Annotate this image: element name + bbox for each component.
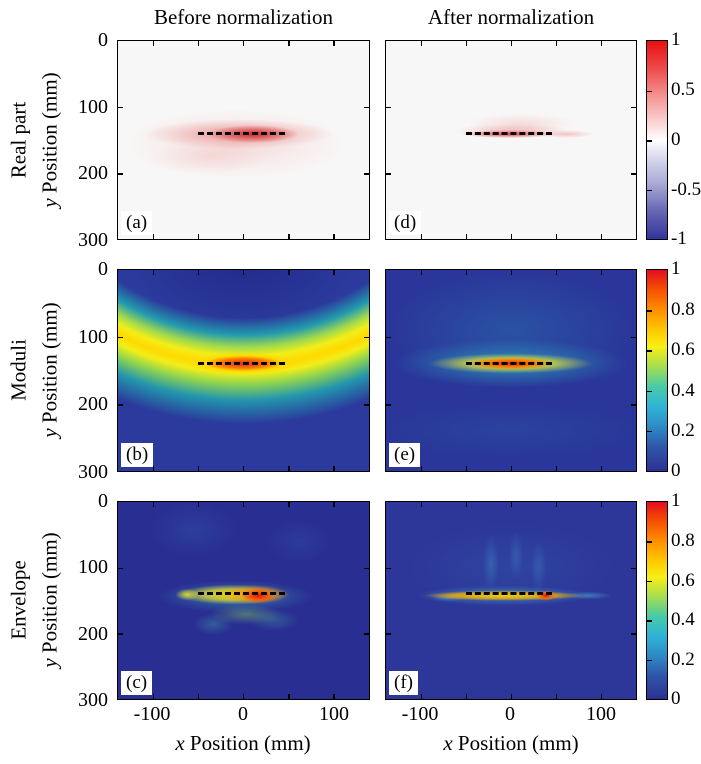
cbar-tick-label: 1: [671, 490, 681, 511]
heatmap-real-after: (d): [385, 40, 637, 240]
heatmap-envelope-after: (f): [385, 501, 637, 700]
colorbar-envelope: [646, 501, 668, 700]
colorbar-real-part: [646, 40, 668, 240]
y-tick-label: 200: [78, 623, 108, 645]
cbar-tick-label: 0.5: [671, 79, 695, 100]
y-tick-label: 300: [78, 229, 108, 251]
y-tick-label: 100: [78, 96, 108, 118]
y-tick-label: 100: [78, 556, 108, 578]
panel-tag-e: (e): [389, 443, 421, 467]
row-label-real-part: Real part: [6, 101, 31, 179]
column-title-after: After normalization: [427, 5, 595, 29]
cbar-tick-label: 0.4: [671, 609, 695, 630]
cbar-tick-label: 0: [671, 460, 681, 481]
panel-tag-a: (a): [121, 211, 153, 235]
cbar-tick-label: 0.8: [671, 530, 695, 551]
scatterer-dashed-line: [466, 131, 553, 135]
cbar-tick-label: -0.5: [671, 179, 701, 200]
cbar-tick-label: -1: [671, 228, 687, 249]
x-tick-label: 0: [238, 703, 248, 725]
x-tick-label: -100: [133, 703, 171, 725]
colorbar-moduli: [646, 269, 668, 472]
row-label-moduli: Moduli: [6, 339, 31, 401]
cbar-tick-label: 0.8: [671, 299, 695, 320]
x-tick-label: 100: [586, 703, 616, 725]
heatmap-moduli-after: (e): [385, 269, 637, 472]
cbar-tick-label: 0.2: [671, 420, 695, 441]
row-label-envelope: Envelope: [6, 560, 31, 640]
heatmap-real-before: (a): [117, 40, 370, 240]
panel-tag-b: (b): [121, 443, 154, 467]
heatmap-moduli-before: (b): [117, 269, 370, 472]
column-title-before: Before normalization: [153, 5, 333, 29]
x-axis-label-left: x Position (mm): [175, 731, 311, 755]
cbar-tick-label: 1: [671, 29, 681, 50]
cbar-tick-label: 0.6: [671, 339, 695, 360]
y-tick-label: 0: [98, 258, 108, 280]
scatterer-dashed-line: [466, 592, 553, 596]
y-axis-label-row1: y Position (mm): [37, 72, 62, 208]
y-tick-label: 300: [78, 461, 108, 483]
x-axis-label-right: x Position (mm): [443, 731, 579, 755]
cbar-tick-label: 0: [671, 688, 681, 709]
panel-tag-f: (f): [389, 671, 418, 695]
cbar-tick-label: 0.6: [671, 570, 695, 591]
panel-tag-d: (d): [389, 211, 422, 235]
x-tick-label: -100: [401, 703, 439, 725]
cbar-tick-label: 0: [671, 129, 681, 150]
scatterer-dashed-line: [198, 131, 285, 135]
scatterer-dashed-line: [198, 362, 285, 366]
cbar-tick-label: 1: [671, 258, 681, 279]
heatmap-envelope-before: (c): [117, 501, 370, 700]
cbar-tick-label: 0.4: [671, 380, 695, 401]
y-axis-label-row2: y Position (mm): [37, 302, 62, 438]
y-tick-label: 100: [78, 326, 108, 348]
x-tick-label: 0: [505, 703, 515, 725]
scatterer-dashed-line: [198, 592, 285, 596]
x-tick-label: 100: [319, 703, 349, 725]
panel-tag-c: (c): [121, 671, 153, 695]
y-tick-label: 200: [78, 162, 108, 184]
cbar-tick-label: 0.2: [671, 649, 695, 670]
y-axis-label-row3: y Position (mm): [37, 532, 62, 668]
y-tick-label: 200: [78, 393, 108, 415]
y-tick-label: 0: [98, 490, 108, 512]
y-tick-label: 0: [98, 29, 108, 51]
scatterer-dashed-line: [466, 362, 553, 366]
y-tick-label: 300: [78, 689, 108, 711]
